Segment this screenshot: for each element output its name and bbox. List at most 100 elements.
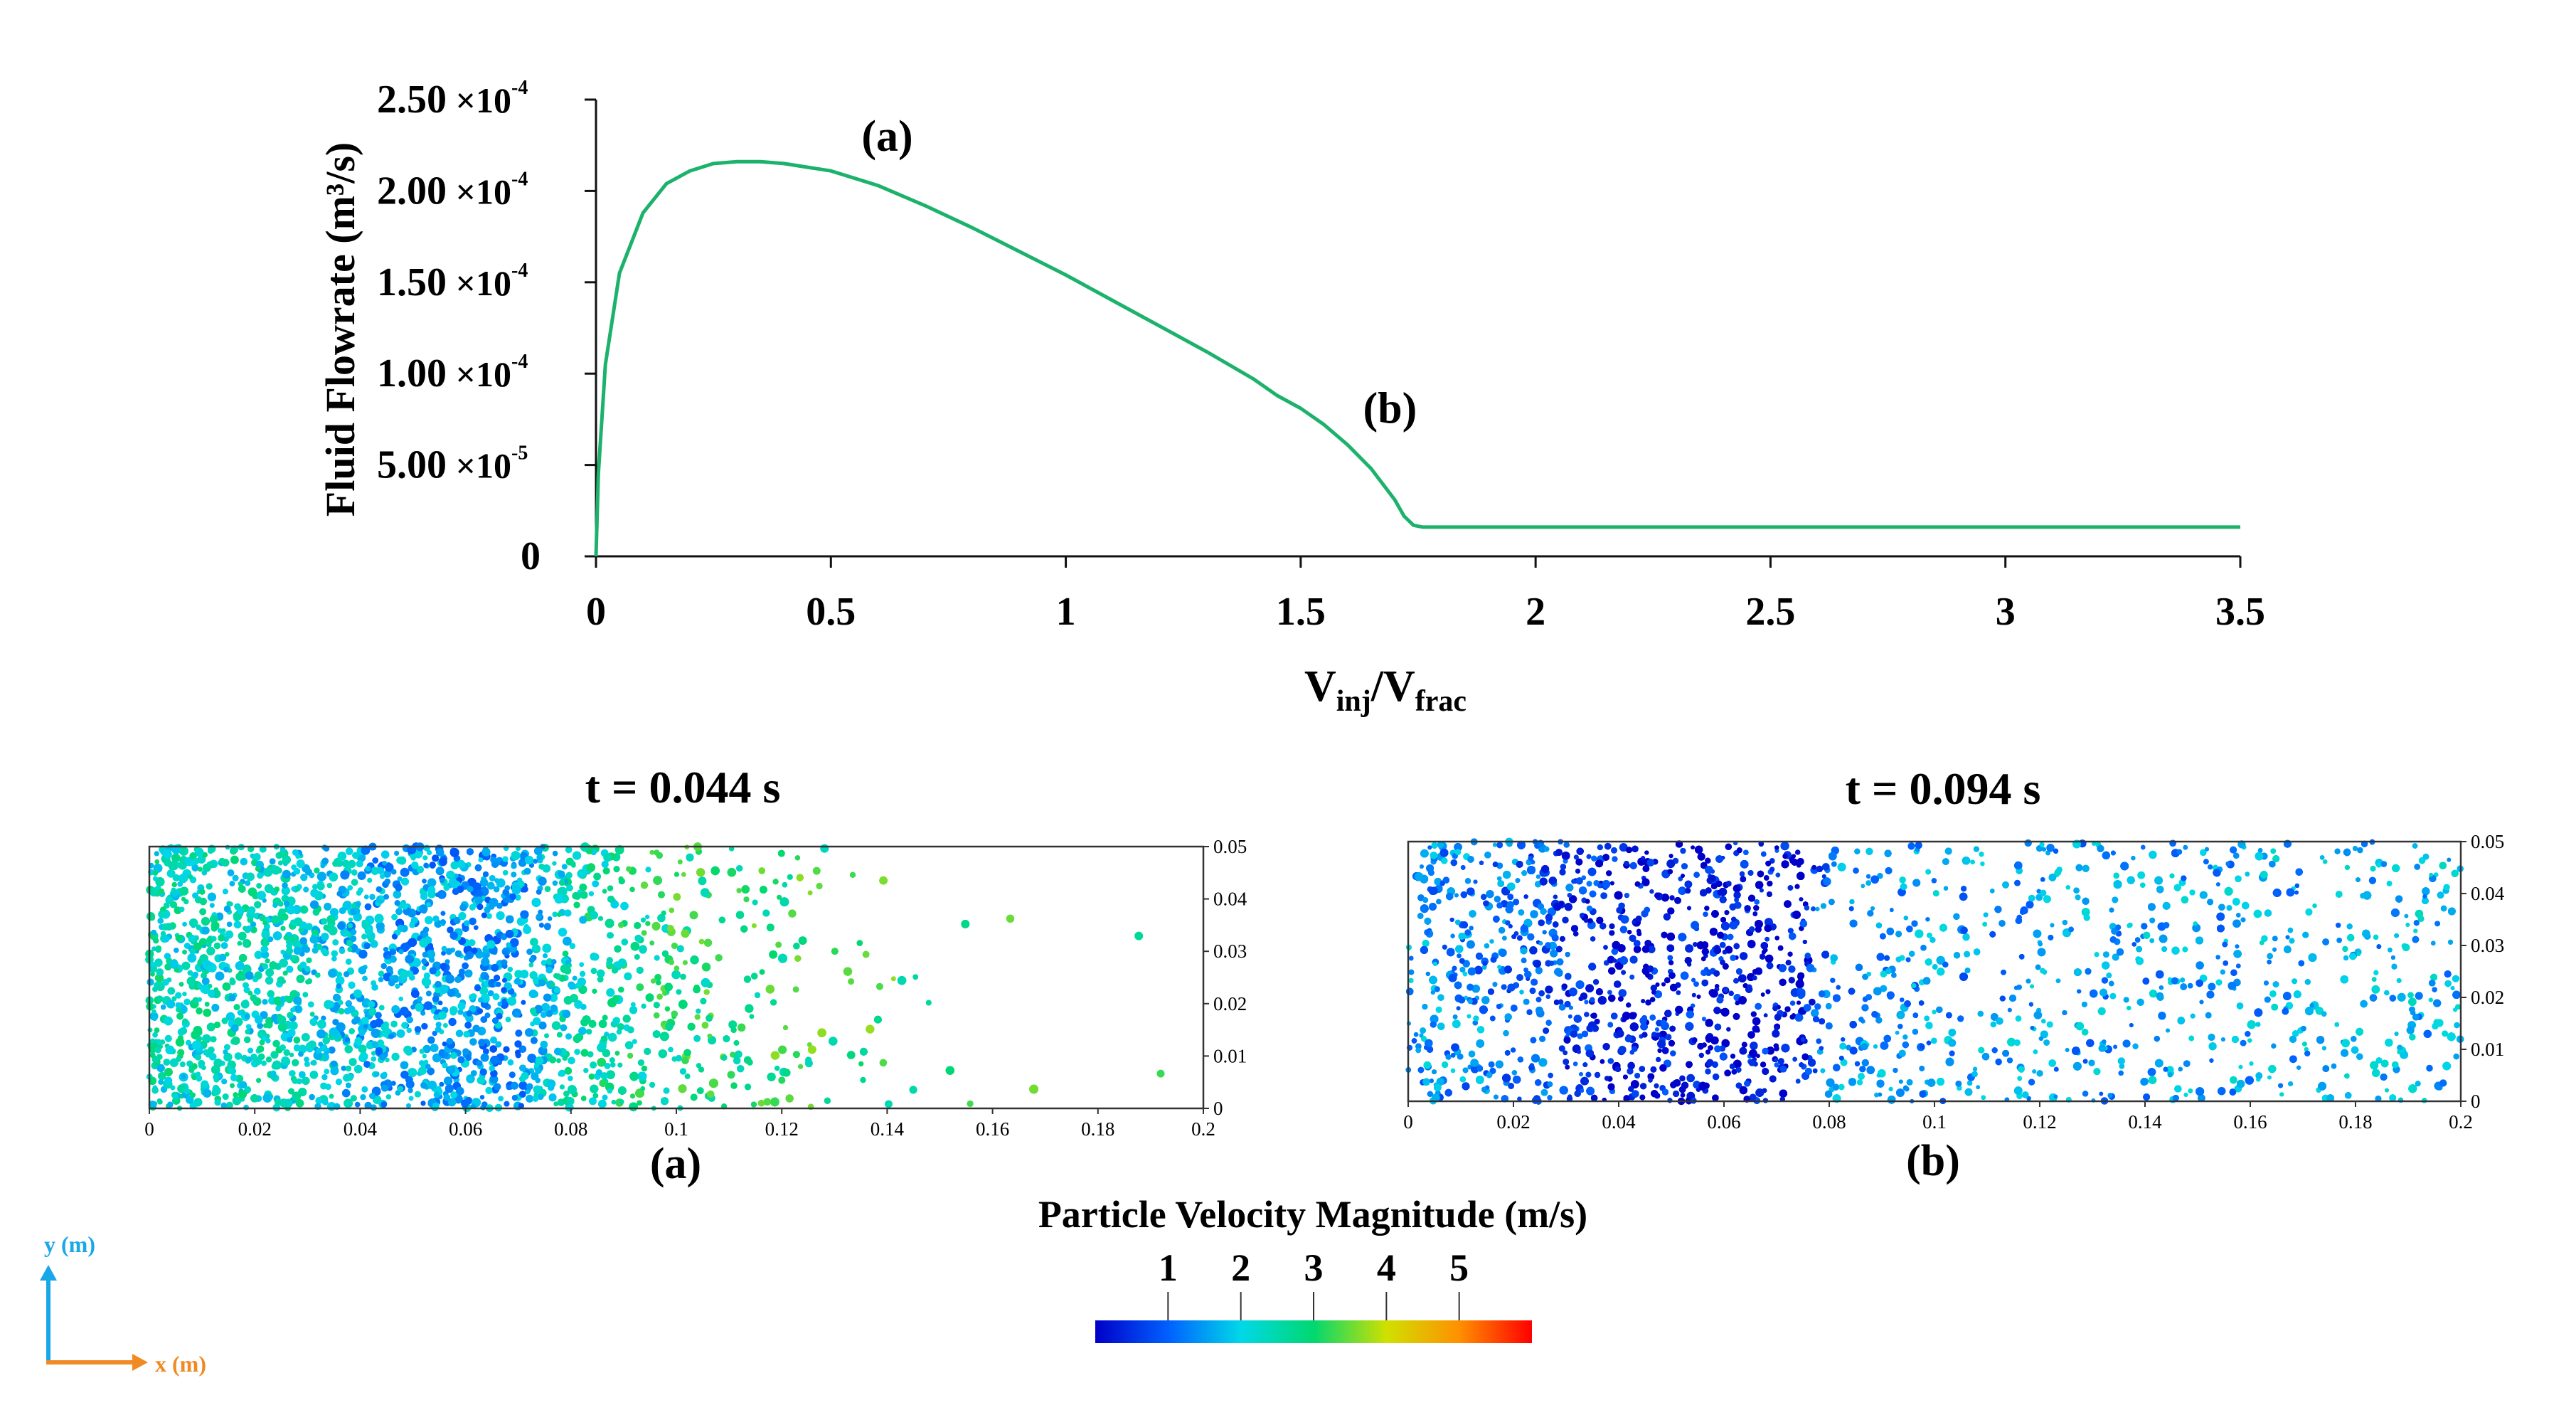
particle-dot [240, 857, 248, 866]
particle-dot [158, 1071, 166, 1081]
particle-dot [718, 916, 726, 923]
particle-dot [728, 1020, 738, 1029]
particle-dot [766, 923, 775, 932]
particle-dot [798, 936, 807, 945]
x-tick-label: 3 [1996, 590, 2016, 634]
particle-dot [152, 1032, 159, 1038]
particle-dot [588, 1073, 595, 1080]
particle-dot [245, 880, 251, 886]
particle-dot [543, 993, 552, 1002]
particle-dot [792, 1051, 800, 1059]
y-tick-label: 1.50 ×10-4 [377, 260, 528, 304]
y-tick-times: ×10 [447, 263, 511, 303]
particle-dot [617, 1062, 623, 1068]
particle-dot [215, 912, 224, 921]
y-tick-mantissa: 1.50 [377, 260, 447, 304]
x-tick-label: 1 [1056, 590, 1076, 634]
particle-dot [292, 1059, 299, 1067]
particle-dot [606, 988, 615, 997]
particle-dot [270, 1051, 279, 1059]
particle-dot [759, 969, 765, 975]
particle-dot [182, 949, 187, 955]
particle-dot [778, 1045, 787, 1054]
particle-dot [777, 894, 782, 900]
particle-dot [676, 945, 684, 953]
particle-dot [769, 950, 778, 959]
panel-a-particles [145, 842, 1165, 1113]
particle-dot [361, 933, 368, 940]
particle-dot [745, 1004, 754, 1013]
particle-dot [348, 859, 356, 868]
particle-dot [752, 899, 758, 906]
particle-dot [514, 1040, 522, 1048]
panel-a-title: t = 0.044 s [585, 762, 781, 812]
y-tick-times: ×10 [447, 171, 511, 211]
particle-dot [677, 859, 683, 865]
particle-dot [439, 1081, 445, 1087]
particle-dot [743, 975, 752, 983]
particle-dot [328, 1046, 336, 1054]
particle-dot [653, 1012, 660, 1019]
particle-dot [616, 1029, 622, 1035]
particle-dot [464, 969, 473, 978]
particle-dot [299, 937, 308, 945]
x-axis-label-base: V [1304, 662, 1336, 711]
particle-dot [221, 1079, 228, 1085]
particle-dot [182, 921, 187, 927]
particle-dot [408, 1096, 414, 1101]
particle-dot [630, 941, 640, 951]
y-tick-mantissa: 5.00 [377, 443, 447, 487]
particle-dot [743, 896, 750, 903]
particle-dot [654, 973, 662, 981]
particle-dot [518, 1081, 528, 1090]
particle-dot [875, 982, 883, 990]
particle-dot [462, 1048, 469, 1055]
flowrate-line-chart: Fluid Flowrate (m³/s) Vinj/Vfrac [317, 142, 1467, 718]
particle-dot [267, 990, 275, 998]
particle-dot [846, 1051, 856, 1059]
particle-dot [353, 1064, 363, 1074]
particle-dot [607, 1032, 617, 1042]
particle-dot [457, 1009, 464, 1015]
particle-dot [225, 1012, 235, 1022]
particle-dot [474, 864, 482, 871]
particle-dot [744, 1083, 752, 1091]
particle-dot [343, 971, 350, 977]
x-tick-label: 0 [586, 590, 606, 634]
particle-dot [181, 1074, 186, 1079]
particle-dot [590, 1061, 597, 1069]
particle-dot [167, 987, 176, 995]
particle-dot [348, 917, 353, 922]
particle-dot [490, 1069, 498, 1078]
particle-dot [309, 1093, 315, 1101]
particle-dot [562, 950, 569, 957]
particle-dot [629, 886, 635, 893]
x-axis-label-sub1: inj [1336, 685, 1371, 718]
particle-dot [472, 1024, 480, 1033]
particle-dot [181, 896, 186, 902]
particle-dot [203, 1008, 212, 1017]
particle-dot [645, 867, 651, 873]
particle-dot [671, 1010, 678, 1017]
particle-dot [378, 970, 385, 977]
particle-dot [410, 1005, 415, 1010]
particle-dot [209, 903, 215, 908]
annotation-label: (a) [861, 112, 912, 161]
particle-dot [151, 1009, 156, 1014]
particle-dot [450, 1051, 457, 1059]
particle-dot [645, 993, 654, 1002]
particle-dot [693, 1034, 701, 1042]
particle-dot [383, 869, 391, 878]
particle-dot [590, 968, 597, 975]
particle-dot [598, 1019, 607, 1029]
x-tick-label: 3.5 [2215, 590, 2265, 634]
particle-dot [406, 1103, 411, 1108]
y-tick-exponent: -4 [511, 168, 528, 190]
particle-dot [568, 1056, 575, 1065]
particle-dot [181, 961, 191, 970]
particle-dot [765, 985, 775, 994]
particle-dot [289, 1052, 294, 1058]
particle-dot [544, 1033, 549, 1039]
particle-dot [405, 1047, 413, 1056]
particle-dot [684, 1073, 691, 1079]
